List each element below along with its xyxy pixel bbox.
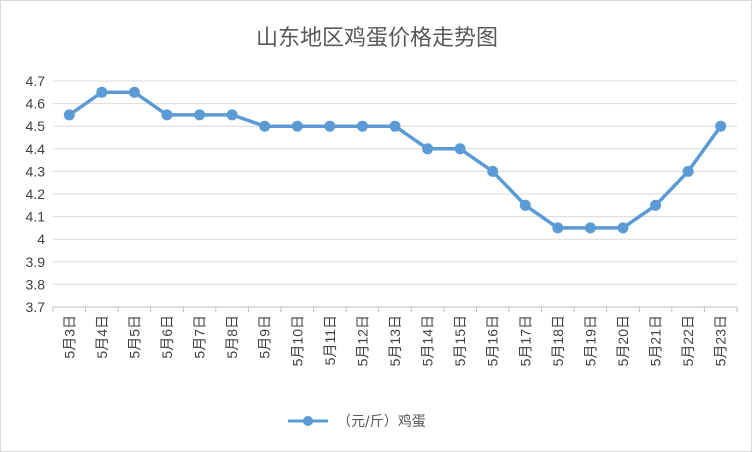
x-tick-label: 5月10日 (289, 315, 305, 366)
data-point (422, 143, 434, 155)
y-tick-label: 3.9 (26, 254, 46, 270)
data-point (291, 120, 303, 132)
x-tick-label: 5月21日 (648, 315, 664, 366)
data-point (715, 120, 727, 132)
x-tick-label: 5月6日 (159, 315, 175, 359)
data-point (650, 199, 662, 211)
data-point (161, 109, 173, 121)
x-tick-label: 5月7日 (192, 315, 208, 359)
x-axis (52, 306, 738, 312)
x-tick-label: 5月11日 (322, 315, 338, 365)
data-point (552, 222, 564, 234)
data-point (96, 86, 108, 98)
y-tick-label: 4 (37, 231, 45, 247)
series-layer (63, 86, 727, 234)
gridlines (53, 80, 737, 285)
x-axis-ticks: 5月3日 5月4日 5月5日 5月6日 5月7日 5月8日 5月9日 5月10日 5月11日 5月… (61, 315, 728, 366)
data-point (63, 109, 75, 121)
data-point (454, 143, 466, 155)
x-tick-label: 5月14日 (420, 315, 436, 366)
y-tick-label: 4.3 (26, 163, 46, 179)
y-tick-label: 4.7 (26, 73, 46, 89)
legend-label: （元/斤）鸡蛋 (337, 413, 426, 430)
data-point (226, 109, 238, 121)
chart-title: 山东地区鸡蛋价格走势图 (256, 26, 498, 51)
x-tick-label: 5月9日 (257, 315, 273, 359)
data-point (519, 199, 531, 211)
x-tick-label: 5月4日 (94, 315, 110, 359)
y-tick-label: 4.6 (26, 96, 46, 112)
data-point (259, 120, 271, 132)
x-tick-label: 5月20日 (615, 315, 631, 366)
legend-marker-swatch (303, 416, 313, 426)
y-tick-label: 3.8 (26, 276, 46, 292)
x-tick-label: 5月3日 (61, 315, 77, 359)
x-tick-label: 5月8日 (224, 315, 240, 359)
x-tick-label: 5月22日 (680, 315, 696, 366)
y-tick-label: 3.7 (26, 299, 46, 315)
y-tick-label: 4.1 (26, 209, 46, 225)
x-tick-label: 5月18日 (550, 315, 566, 366)
legend: （元/斤）鸡蛋 (288, 413, 426, 430)
x-tick-label: 5月19日 (582, 315, 598, 366)
x-tick-label: 5月5日 (126, 315, 142, 359)
x-tick-label: 5月23日 (713, 315, 729, 366)
x-tick-label: 5月15日 (452, 315, 468, 366)
data-point (682, 165, 694, 177)
y-tick-label: 4.5 (26, 118, 46, 134)
x-tick-label: 5月17日 (517, 315, 533, 366)
data-point (487, 165, 499, 177)
data-point (324, 120, 336, 132)
x-tick-label: 5月12日 (354, 315, 370, 366)
y-tick-label: 4.2 (26, 186, 46, 202)
y-axis-ticks: 3.7 3.8 3.9 4 4.1 4.2 4.3 4.4 4.5 4.6 4.7 (26, 73, 46, 315)
data-point (356, 120, 368, 132)
data-point (389, 120, 401, 132)
x-tick-label: 5月13日 (387, 315, 403, 366)
data-point (128, 86, 140, 98)
data-point (194, 109, 206, 121)
x-tick-label: 5月16日 (485, 315, 501, 366)
y-tick-label: 4.4 (26, 141, 46, 157)
data-point (584, 222, 596, 234)
data-point (617, 222, 629, 234)
